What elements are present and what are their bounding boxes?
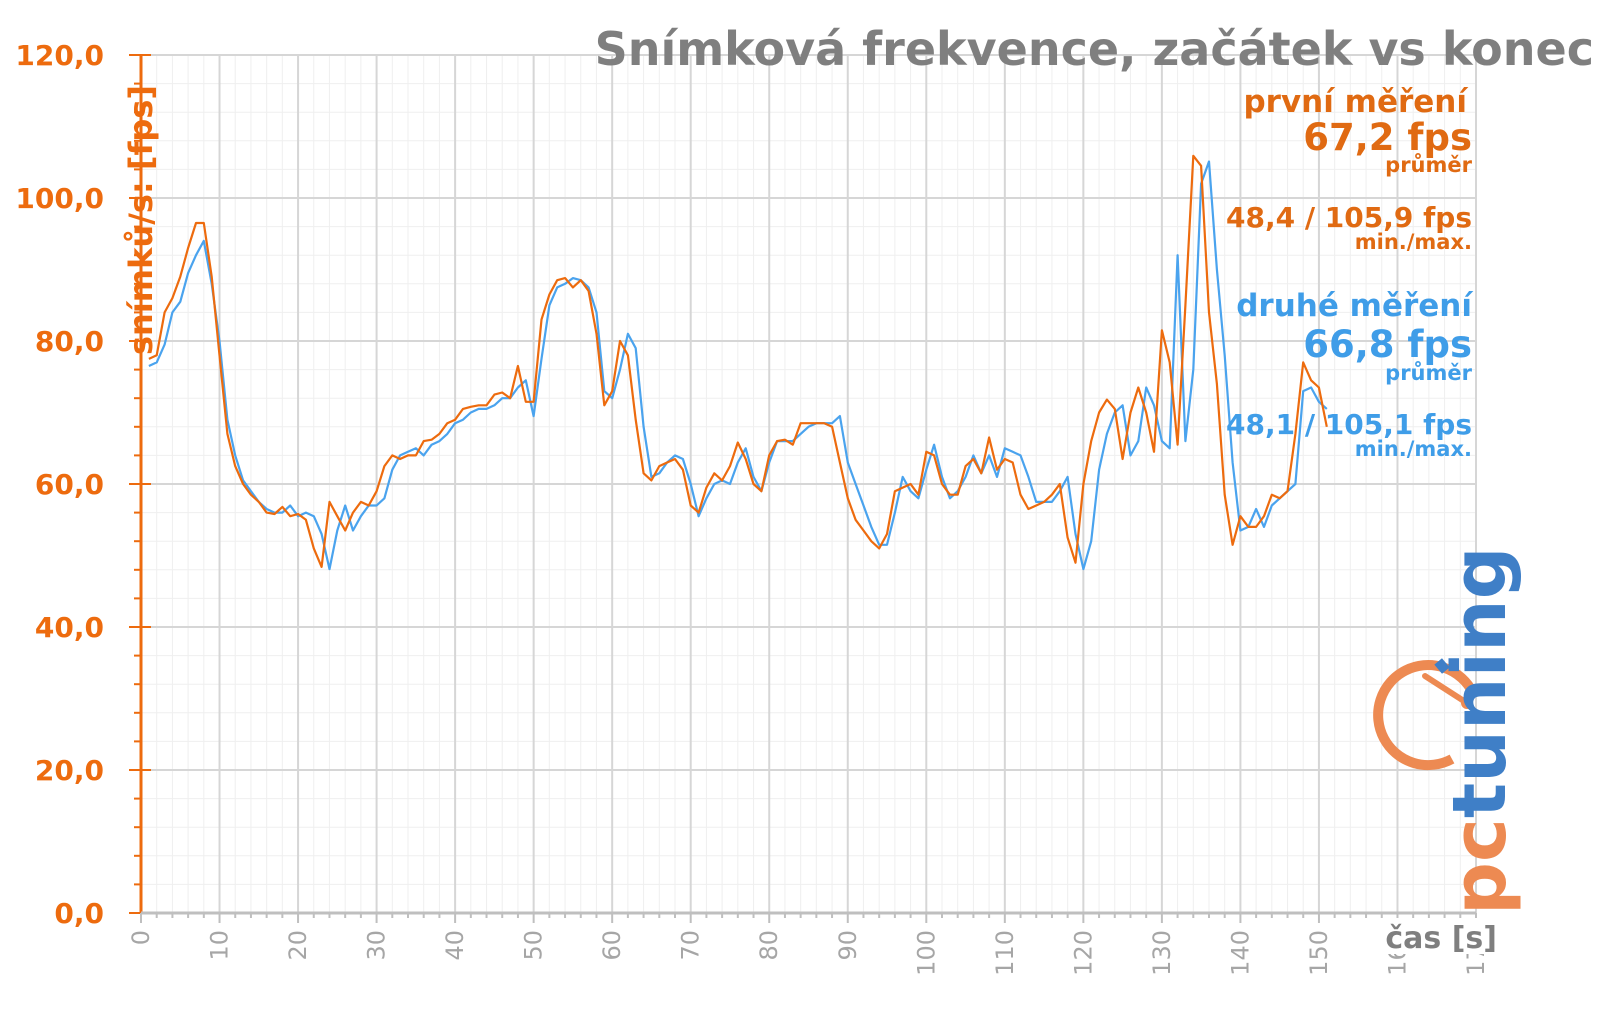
series-lines [148,154,1328,571]
y-tick-label: 100,0 [15,182,104,215]
series1-average: 67,2 fps [1303,116,1472,159]
x-axis: 0102030405060708090100110120130140150160… [127,911,1490,976]
y-axis-label: snímků/s: [fps] [122,85,160,355]
series1-average-label: průměr [1385,153,1472,177]
x-tick-label: 70 [677,930,705,961]
x-tick-label: 40 [441,930,469,961]
y-tick-label: 120,0 [15,39,104,72]
logo-gauge-mark [1434,658,1450,674]
logo-wordmark: pctuning [1437,546,1523,915]
x-tick-label: 150 [1305,930,1333,976]
x-tick-label: 120 [1069,930,1097,976]
series2-minmax-label: min./max. [1355,437,1472,461]
series-line-druhe-mereni [148,160,1328,571]
annotations: první měření 67,2 fps průměr 48,4 / 105,… [1226,84,1473,461]
x-axis-label-bg [1385,918,1501,954]
series1-minmax: 48,4 / 105,9 fps [1226,201,1472,234]
x-tick-label: 20 [284,930,312,961]
y-tick-label: 0,0 [54,897,104,930]
y-tick-label: 80,0 [35,325,104,358]
x-tick-label: 30 [363,930,391,961]
x-tick-label: 110 [991,930,1019,976]
major-grid [141,54,1477,913]
logo-gauge-needle [1422,673,1470,706]
y-tick-label: 60,0 [35,468,104,501]
series2-average-label: průměr [1385,361,1472,385]
x-tick-label: 0 [127,930,155,945]
logo-text: pctuning [1437,546,1523,915]
pctuning-logo: pctuning [1373,546,1523,915]
x-axis-label: čas [s] [1385,921,1497,956]
x-tick-label: 140 [1226,930,1254,976]
y-tick-label: 20,0 [35,754,104,787]
x-tick-label: 90 [834,930,862,961]
y-tick-label: 40,0 [35,611,104,644]
series-line-prvni-mereni [148,154,1328,568]
x-tick-label: 100 [912,930,940,976]
x-tick-label: 10 [206,930,234,961]
series2-title: druhé měření [1236,288,1473,324]
x-tick-label: 60 [598,930,626,961]
logo-gauge-center [1461,697,1473,709]
chart-title: Snímková frekvence, začátek vs konec [595,22,1594,76]
series2-minmax: 48,1 / 105,1 fps [1226,408,1472,441]
x-tick-label: 130 [1148,930,1176,976]
series1-minmax-label: min./max. [1355,230,1472,254]
x-tick-label: 50 [520,930,548,961]
x-tick-label: 80 [755,930,783,961]
series2-average: 66,8 fps [1303,323,1472,366]
series1-title: první měření [1243,84,1468,120]
y-axis: 0,0 20,0 40,0 60,0 80,0 100,0 120,0 [15,39,151,930]
